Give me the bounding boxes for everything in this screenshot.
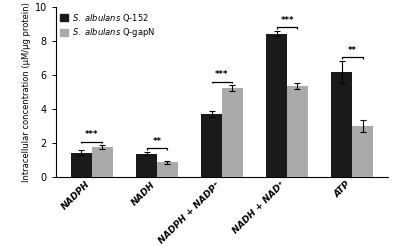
Y-axis label: Intracellular concentration (μM/μg protein): Intracellular concentration (μM/μg prote… bbox=[22, 2, 30, 182]
Bar bbox=[201, 114, 222, 177]
Bar bbox=[157, 162, 178, 177]
Bar bbox=[331, 72, 352, 177]
Bar bbox=[287, 86, 308, 177]
Text: ***: *** bbox=[215, 70, 229, 79]
Bar bbox=[222, 88, 243, 177]
Bar bbox=[266, 34, 287, 177]
Bar bbox=[352, 126, 373, 177]
Text: ***: *** bbox=[85, 130, 99, 139]
Bar bbox=[136, 154, 157, 177]
Bar bbox=[71, 153, 92, 177]
Text: **: ** bbox=[152, 137, 162, 146]
Text: **: ** bbox=[348, 46, 356, 55]
Legend: $\it{S.\ albulans}$ Q-152, $\it{S.\ albulans}$ Q-gapN: $\it{S.\ albulans}$ Q-152, $\it{S.\ albu… bbox=[58, 10, 156, 41]
Text: ***: *** bbox=[280, 16, 294, 25]
Bar bbox=[92, 147, 113, 177]
